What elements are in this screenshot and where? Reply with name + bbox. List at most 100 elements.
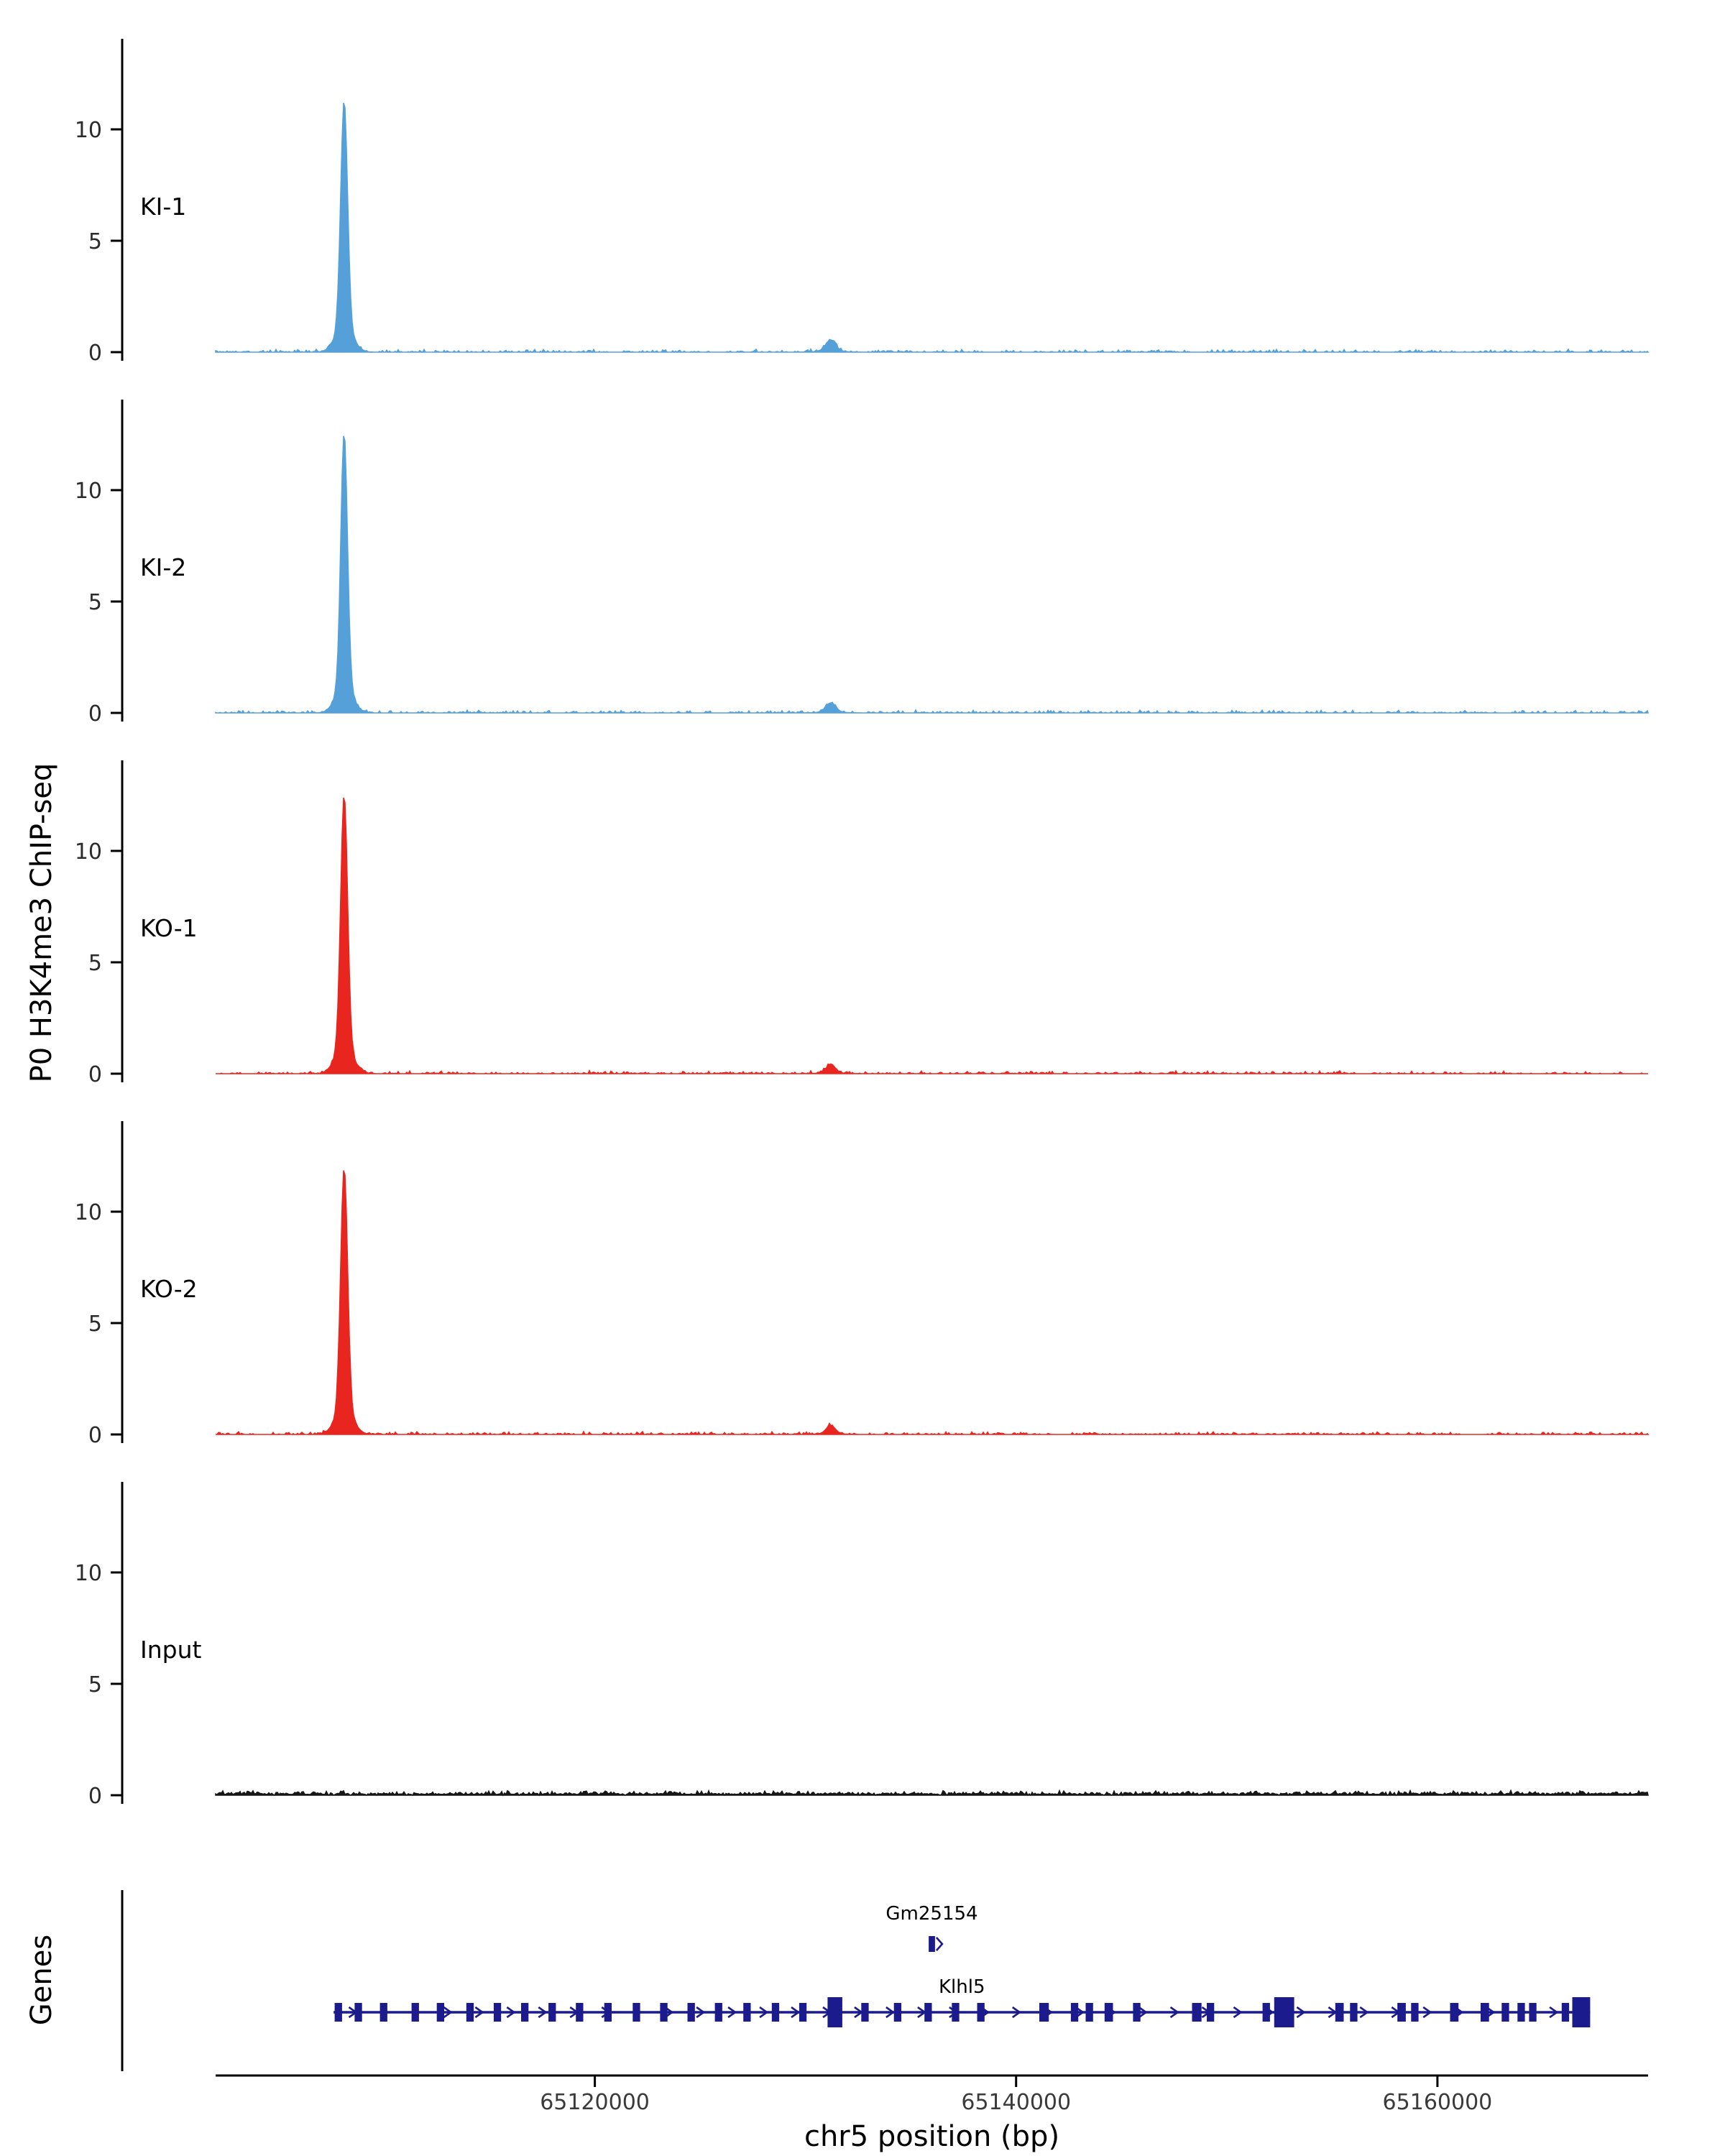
exon bbox=[893, 2003, 901, 2022]
exon bbox=[1039, 2003, 1049, 2022]
strand-arrow-icon bbox=[1422, 2006, 1432, 2019]
y-tick-label: 10 bbox=[75, 839, 102, 865]
exon bbox=[1335, 2003, 1344, 2022]
exon bbox=[977, 2003, 985, 2022]
track-label-ko-2: KO-2 bbox=[140, 1275, 198, 1303]
strand-arrow-icon bbox=[935, 1937, 944, 1951]
strand-arrow-icon bbox=[696, 2006, 706, 2019]
exon bbox=[604, 2003, 612, 2022]
exon bbox=[1192, 2003, 1202, 2022]
y-tick-label: 10 bbox=[75, 1561, 102, 1586]
exon bbox=[1133, 2003, 1141, 2022]
exon bbox=[1207, 2003, 1215, 2022]
y-tick-label: 0 bbox=[88, 341, 102, 366]
exon bbox=[799, 2003, 807, 2022]
y-tick-label: 5 bbox=[88, 229, 102, 254]
y-tick-label: 0 bbox=[88, 1784, 102, 1809]
exon bbox=[411, 2003, 419, 2022]
strand-arrow-icon bbox=[1011, 2006, 1022, 2019]
y-tick-label: 5 bbox=[88, 1312, 102, 1337]
strand-arrow-icon bbox=[886, 2006, 896, 2019]
y-tick-label: 5 bbox=[88, 590, 102, 615]
strand-arrow-icon bbox=[727, 2006, 737, 2019]
gene-label-klhl5: Klhl5 bbox=[938, 1976, 985, 1998]
track-plot-ko-1: 0 5 10 bbox=[75, 760, 1648, 1087]
exon bbox=[334, 2003, 342, 2022]
track-area bbox=[216, 797, 1648, 1075]
exon bbox=[827, 1997, 842, 2027]
track-area bbox=[215, 436, 1650, 714]
strand-arrow-icon bbox=[1138, 2006, 1148, 2019]
y-tick-label: 0 bbox=[88, 1423, 102, 1448]
track-plot-ki-1: 0 5 10 bbox=[75, 39, 1650, 366]
exon bbox=[1397, 2003, 1406, 2022]
track-area bbox=[215, 1789, 1649, 1797]
strand-arrow-icon bbox=[506, 2006, 516, 2019]
exon bbox=[1561, 2003, 1570, 2022]
exon bbox=[354, 2003, 362, 2022]
exon bbox=[632, 2003, 640, 2022]
track-label-ko-1: KO-1 bbox=[140, 914, 198, 942]
exon bbox=[1262, 2003, 1270, 2022]
exon bbox=[1481, 2003, 1489, 2022]
track-plot-ki-2: 0 5 10 bbox=[75, 400, 1650, 727]
y-tick-label: 5 bbox=[88, 951, 102, 976]
exon bbox=[714, 2003, 722, 2022]
x-axis-title: chr5 position (bp) bbox=[804, 2120, 1060, 2153]
track-area bbox=[216, 1170, 1650, 1436]
track-area bbox=[215, 102, 1650, 354]
track-label-ki-2: KI-2 bbox=[140, 553, 187, 581]
y-tick-label: 0 bbox=[88, 1062, 102, 1087]
strand-arrow-icon bbox=[1359, 2006, 1369, 2019]
y-tick-label: 0 bbox=[88, 701, 102, 727]
exon bbox=[771, 2003, 780, 2022]
track-label-input: Input bbox=[140, 1636, 202, 1664]
strand-arrow-icon bbox=[759, 2006, 769, 2019]
exon bbox=[548, 2003, 556, 2022]
exon bbox=[380, 2003, 387, 2022]
x-axis bbox=[0, 2073, 1725, 2156]
exon bbox=[1070, 2003, 1079, 2022]
x-tick-label-65120000: 65120000 bbox=[540, 2090, 650, 2115]
y-tick-label: 10 bbox=[75, 118, 102, 143]
exon bbox=[1501, 2003, 1509, 2022]
strand-arrow-icon bbox=[538, 2006, 548, 2019]
strand-arrow-icon bbox=[1233, 2006, 1243, 2019]
track-plot-input: 0 5 10 bbox=[75, 1482, 1649, 1809]
gene-label-gm25154: Gm25154 bbox=[886, 1903, 978, 1925]
track-panel-ki-2: 0 5 10 KI-2 bbox=[0, 390, 1725, 734]
strand-arrow-icon bbox=[1169, 2006, 1179, 2019]
exon bbox=[861, 2003, 869, 2022]
track-label-ki-1: KI-1 bbox=[140, 193, 187, 221]
exon bbox=[929, 1936, 935, 1952]
track-panel-ko-2: 0 5 10 KO-2 bbox=[0, 1111, 1725, 1456]
exon bbox=[1529, 2003, 1537, 2022]
y-tick-label: 10 bbox=[75, 1200, 102, 1225]
track-panel-ko-1: 0 5 10 KO-1 bbox=[0, 750, 1725, 1095]
exon bbox=[576, 2003, 584, 2022]
track-panel-input: 0 5 10 Input bbox=[0, 1472, 1725, 1817]
x-axis-plot bbox=[216, 2074, 1648, 2087]
strand-arrow-icon bbox=[791, 2006, 801, 2019]
exon bbox=[1104, 2003, 1113, 2022]
gene-models-plot bbox=[121, 1890, 1591, 2071]
exon bbox=[1517, 2003, 1525, 2022]
exon bbox=[493, 2003, 502, 2022]
exon bbox=[687, 2003, 695, 2022]
exon bbox=[436, 2003, 444, 2022]
exon bbox=[1450, 2003, 1459, 2022]
exon bbox=[924, 2003, 932, 2022]
exon bbox=[743, 2003, 751, 2022]
exon bbox=[952, 2003, 960, 2022]
exon bbox=[660, 2003, 668, 2022]
strand-arrow-icon bbox=[474, 2006, 484, 2019]
strand-arrow-icon bbox=[443, 2006, 453, 2019]
exon bbox=[466, 2003, 474, 2022]
genes-panel bbox=[0, 1883, 1725, 2077]
exon bbox=[521, 2003, 529, 2022]
y-tick-label: 10 bbox=[75, 479, 102, 504]
exon bbox=[1085, 2003, 1093, 2022]
strand-arrow-icon bbox=[1549, 2006, 1559, 2019]
x-tick-label-65160000: 65160000 bbox=[1382, 2090, 1493, 2115]
track-panel-ki-1: 0 5 10 KI-1 bbox=[0, 29, 1725, 374]
